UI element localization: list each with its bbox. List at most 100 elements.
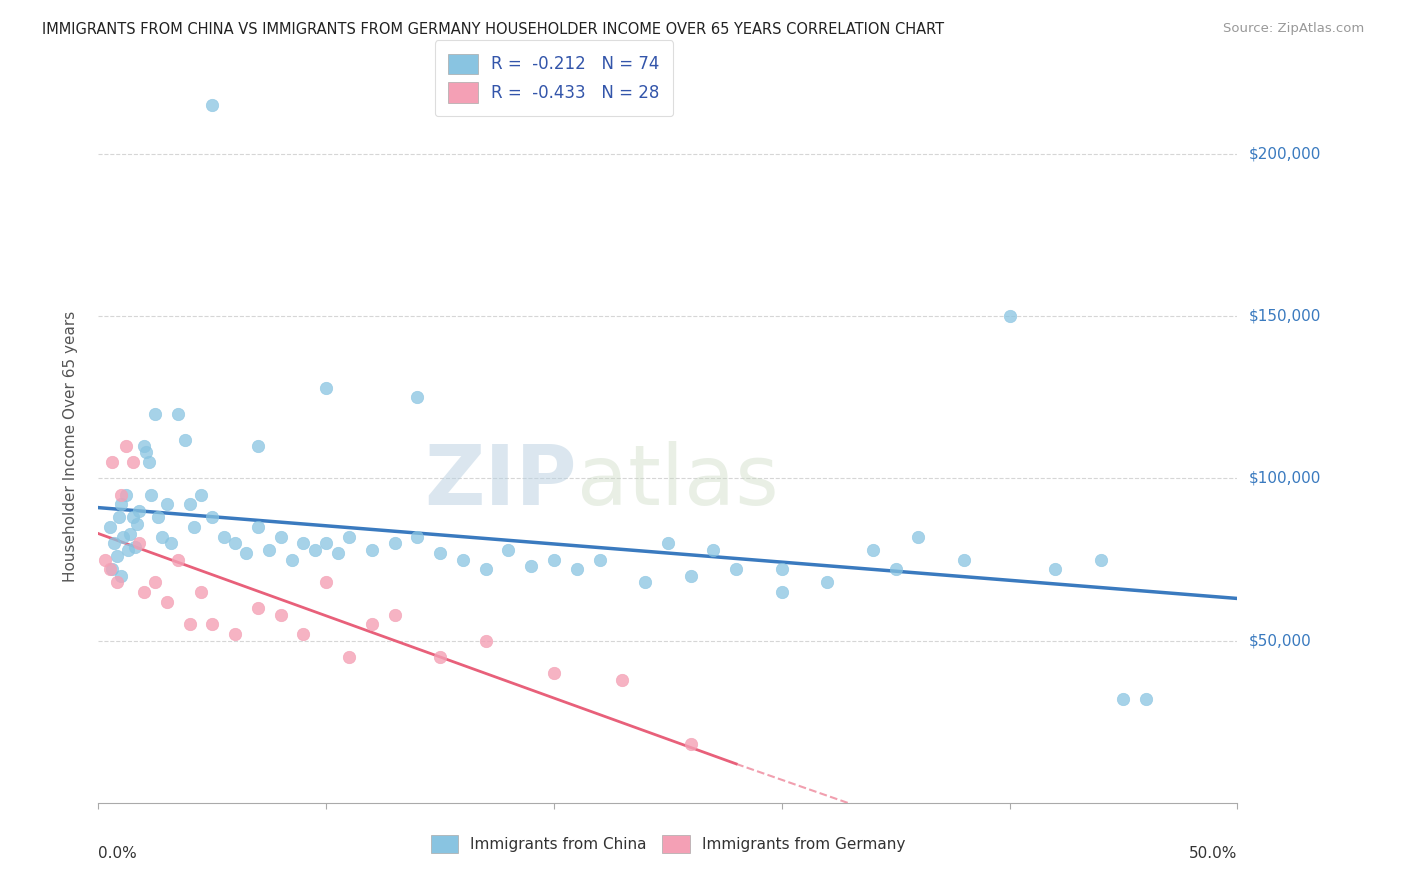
Point (292, 536, 315, 550)
Point (246, 520, 269, 534)
Point (224, 627, 246, 641)
Point (114, 488, 136, 502)
Point (128, 536, 150, 550)
Text: atlas: atlas (576, 442, 779, 522)
Point (108, 510, 131, 524)
Point (150, 530, 173, 544)
Text: $200,000: $200,000 (1249, 146, 1320, 161)
Point (702, 542, 724, 557)
Point (270, 530, 292, 544)
Point (138, 455, 160, 469)
Point (429, 546, 451, 560)
Point (315, 536, 337, 550)
Point (135, 445, 157, 459)
Point (101, 455, 124, 469)
Point (132, 439, 155, 453)
Text: ZIP: ZIP (425, 442, 576, 522)
Point (588, 552, 610, 566)
Point (167, 552, 190, 566)
Point (167, 407, 190, 421)
Point (105, 549, 128, 564)
Point (657, 536, 679, 550)
Point (105, 575, 128, 590)
Point (612, 673, 634, 687)
Point (98, 562, 121, 576)
Point (634, 575, 657, 590)
Point (145, 407, 167, 421)
Point (183, 520, 205, 534)
Point (326, 546, 349, 560)
Point (679, 738, 702, 752)
Point (132, 585, 155, 599)
Point (179, 497, 201, 511)
Point (770, 562, 793, 576)
Y-axis label: Householder Income Over 65 years: Householder Income Over 65 years (63, 310, 77, 582)
Point (110, 568, 132, 582)
Point (121, 510, 143, 524)
Point (201, 617, 224, 632)
Text: $100,000: $100,000 (1249, 471, 1320, 486)
Point (770, 585, 793, 599)
Text: Source: ZipAtlas.com: Source: ZipAtlas.com (1223, 22, 1364, 36)
Legend: Immigrants from China, Immigrants from Germany: Immigrants from China, Immigrants from G… (425, 829, 911, 859)
Point (110, 497, 132, 511)
Point (128, 504, 150, 518)
Point (679, 568, 702, 582)
Point (384, 607, 406, 622)
Point (235, 546, 257, 560)
Text: $150,000: $150,000 (1249, 309, 1320, 324)
Point (127, 516, 149, 531)
Point (1090, 552, 1112, 566)
Point (179, 617, 201, 632)
Point (156, 595, 179, 609)
Point (474, 562, 496, 576)
Point (498, 542, 520, 557)
Point (160, 536, 183, 550)
Point (98, 520, 121, 534)
Point (201, 98, 224, 112)
Text: 0.0%: 0.0% (98, 846, 138, 861)
Point (907, 530, 929, 544)
Point (451, 552, 474, 566)
Point (862, 542, 884, 557)
Point (474, 633, 496, 648)
Point (360, 617, 382, 632)
Point (270, 607, 292, 622)
Point (246, 601, 269, 615)
Point (190, 488, 212, 502)
Point (429, 649, 451, 664)
Point (815, 575, 838, 590)
Point (110, 488, 132, 502)
Point (1043, 562, 1066, 576)
Point (337, 530, 360, 544)
Point (543, 666, 565, 681)
Point (884, 562, 907, 576)
Point (224, 536, 246, 550)
Text: IMMIGRANTS FROM CHINA VS IMMIGRANTS FROM GERMANY HOUSEHOLDER INCOME OVER 65 YEAR: IMMIGRANTS FROM CHINA VS IMMIGRANTS FROM… (42, 22, 945, 37)
Point (259, 542, 281, 557)
Point (212, 530, 235, 544)
Point (725, 562, 748, 576)
Point (406, 390, 429, 404)
Text: $50,000: $50,000 (1249, 633, 1312, 648)
Point (120, 526, 142, 541)
Point (543, 552, 565, 566)
Point (360, 542, 382, 557)
Point (1135, 692, 1157, 706)
Point (201, 510, 224, 524)
Point (315, 575, 337, 590)
Point (94, 552, 117, 566)
Point (124, 540, 146, 554)
Point (117, 542, 139, 557)
Point (406, 530, 429, 544)
Point (315, 381, 337, 395)
Point (101, 562, 124, 576)
Point (146, 510, 169, 524)
Point (103, 536, 125, 550)
Point (565, 562, 588, 576)
Text: 50.0%: 50.0% (1189, 846, 1237, 861)
Point (292, 627, 315, 641)
Point (953, 552, 976, 566)
Point (304, 542, 326, 557)
Point (246, 439, 269, 453)
